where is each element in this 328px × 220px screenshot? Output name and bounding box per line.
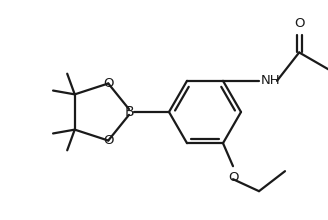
Text: O: O [294, 17, 304, 30]
Text: B: B [124, 105, 134, 119]
Text: O: O [228, 171, 238, 184]
Text: O: O [103, 134, 113, 147]
Text: NH: NH [261, 74, 281, 87]
Text: O: O [103, 77, 113, 90]
